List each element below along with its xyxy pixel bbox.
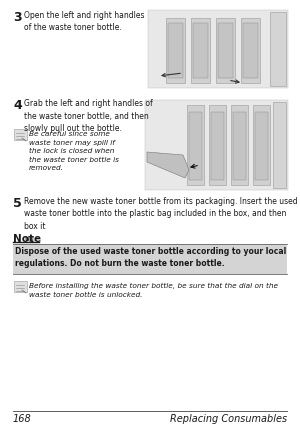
Bar: [273, 103, 286, 189]
Bar: [231, 106, 248, 186]
Text: Dispose of the used waste toner bottle according to your local
regulations. Do n: Dispose of the used waste toner bottle a…: [15, 246, 286, 268]
Bar: [243, 24, 258, 79]
Text: 4: 4: [13, 99, 22, 112]
Bar: [233, 113, 246, 181]
Bar: [216, 19, 235, 84]
Polygon shape: [147, 153, 189, 178]
Bar: [241, 19, 260, 84]
Bar: [253, 106, 270, 186]
Bar: [270, 13, 286, 87]
Bar: [13, 245, 287, 274]
Bar: [191, 19, 210, 84]
Text: 168: 168: [13, 413, 32, 423]
Text: Note: Note: [13, 233, 41, 243]
Text: Remove the new waste toner bottle from its packaging. Insert the used
waste tone: Remove the new waste toner bottle from i…: [24, 196, 298, 243]
Bar: [166, 19, 185, 84]
Bar: [189, 113, 202, 181]
Text: Be careful since some
waste toner may spill if
the lock is closed when
the waste: Be careful since some waste toner may sp…: [29, 131, 119, 171]
FancyArrowPatch shape: [231, 81, 239, 84]
Bar: [255, 113, 268, 181]
Text: Grab the left and right handles of
the waste toner bottle, and then
slowly pull : Grab the left and right handles of the w…: [24, 99, 153, 132]
Bar: [145, 101, 288, 190]
Bar: [193, 24, 208, 79]
Text: Before installing the waste toner bottle, be sure that the dial on the
waste ton: Before installing the waste toner bottle…: [29, 282, 278, 297]
Bar: [14, 130, 27, 141]
Bar: [211, 113, 224, 181]
Bar: [148, 11, 288, 89]
Bar: [14, 281, 27, 292]
Bar: [218, 24, 233, 79]
Text: 5: 5: [13, 196, 22, 210]
Text: Replacing Consumables: Replacing Consumables: [170, 413, 287, 423]
Text: Open the left and right handles
of the waste toner bottle.: Open the left and right handles of the w…: [24, 11, 145, 32]
Text: 3: 3: [13, 11, 22, 24]
Bar: [209, 106, 226, 186]
Bar: [168, 24, 183, 79]
FancyArrowPatch shape: [191, 165, 197, 169]
FancyArrowPatch shape: [162, 74, 180, 78]
Bar: [187, 106, 204, 186]
